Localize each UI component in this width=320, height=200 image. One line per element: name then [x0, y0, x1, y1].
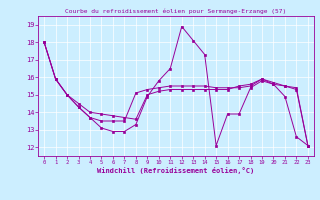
Title: Courbe du refroidissement éolien pour Sermange-Erzange (57): Courbe du refroidissement éolien pour Se…	[65, 9, 287, 14]
X-axis label: Windchill (Refroidissement éolien,°C): Windchill (Refroidissement éolien,°C)	[97, 167, 255, 174]
